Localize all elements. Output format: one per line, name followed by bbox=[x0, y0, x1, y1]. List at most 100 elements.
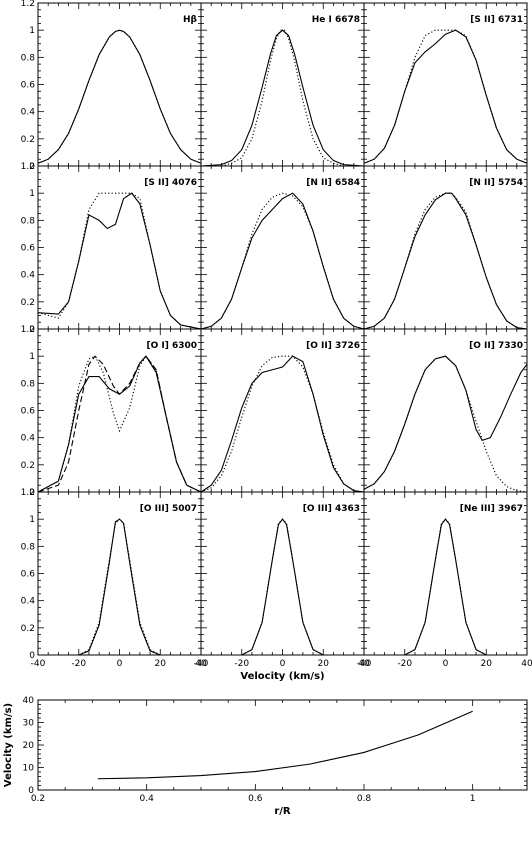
x-tick-label: 20 bbox=[318, 659, 330, 669]
panel-frame bbox=[37, 165, 202, 330]
profile-panel: [N II] 6584 bbox=[200, 165, 365, 330]
y-tick-label: 0.4 bbox=[21, 271, 36, 281]
panel-ticks bbox=[200, 165, 365, 330]
x-tick-label: 0 bbox=[443, 659, 449, 669]
x-axis-label: r/R bbox=[274, 806, 291, 817]
panel-frame bbox=[37, 2, 202, 167]
x-tick-label: -40 bbox=[357, 659, 372, 669]
y-tick-label: 0 bbox=[29, 325, 35, 335]
series-line-dotted bbox=[38, 518, 201, 656]
series-line-solid bbox=[364, 518, 527, 656]
panel-ticks bbox=[200, 328, 365, 493]
profile-panel: [O III] 4363 -40 -20 0 20 40 bbox=[194, 491, 370, 669]
y-tick-label: 0.2 bbox=[21, 135, 35, 145]
y-tick-label: 20 bbox=[23, 741, 35, 751]
x-tick-label: 20 bbox=[481, 659, 493, 669]
panel-ticks bbox=[37, 491, 202, 656]
series-line-solid bbox=[200, 192, 365, 330]
panel-title: [S II] 4076 bbox=[144, 178, 197, 188]
y-tick-label: 0 bbox=[29, 488, 35, 498]
plot-frame bbox=[37, 699, 528, 791]
panel-grid: Hβ 0 0.2 0.4 0.6 0.8 1 1.2 He I 6678 [S II] 6731 [… bbox=[21, 0, 532, 682]
series-line-dotted bbox=[363, 29, 528, 164]
panel-frame bbox=[37, 491, 202, 656]
panel-title: [O II] 7330 bbox=[469, 341, 523, 351]
profile-panel: [O III] 5007 0 0.2 0.4 0.6 0.8 1 1.2 -40 -20 0 20 40 bbox=[21, 488, 207, 669]
panel-title: [O II] 3726 bbox=[306, 341, 360, 351]
y-tick-label: 0.8 bbox=[21, 542, 36, 552]
y-tick-label: 10 bbox=[23, 764, 35, 774]
y-tick-label: 0.6 bbox=[21, 81, 36, 91]
y-tick-label: 0 bbox=[28, 786, 34, 796]
x-tick-label: 20 bbox=[155, 659, 167, 669]
y-tick-label: 0.2 bbox=[21, 298, 35, 308]
plot-ticks bbox=[37, 699, 528, 791]
panel-title: Hβ bbox=[183, 15, 198, 25]
x-tick-label: -20 bbox=[234, 659, 249, 669]
profile-panel: [O II] 3726 bbox=[200, 328, 365, 493]
x-tick-label: -40 bbox=[194, 659, 209, 669]
x-tick-label: 0.8 bbox=[357, 794, 372, 804]
panel-frame bbox=[363, 491, 528, 656]
profile-panel: Hβ 0 0.2 0.4 0.6 0.8 1 1.2 bbox=[21, 0, 202, 172]
y-tick-label: 0.8 bbox=[21, 379, 36, 389]
panel-title: He I 6678 bbox=[312, 15, 360, 25]
profile-panel: [S II] 6731 bbox=[363, 2, 528, 167]
profile-panel: He I 6678 bbox=[200, 2, 365, 167]
x-tick-label: 40 bbox=[358, 659, 370, 669]
y-tick-label: 1.2 bbox=[21, 488, 35, 498]
y-tick-label: 0.6 bbox=[21, 407, 36, 417]
x-tick-label: 0.4 bbox=[140, 794, 155, 804]
y-axis-label: Velocity (km/s) bbox=[3, 703, 14, 787]
panel-ticks bbox=[363, 2, 528, 167]
panel-title: [S II] 6731 bbox=[470, 15, 523, 25]
panel-frame bbox=[200, 491, 365, 656]
series-line-solid bbox=[200, 355, 365, 493]
y-tick-label: 0.6 bbox=[21, 244, 36, 254]
series-line-solid bbox=[200, 29, 365, 167]
series-line-solid bbox=[37, 29, 202, 164]
x-tick-label: -20 bbox=[397, 659, 412, 669]
y-tick-label: 0.6 bbox=[21, 570, 36, 580]
panel-frame bbox=[200, 165, 365, 330]
y-tick-label: 0.2 bbox=[21, 461, 35, 471]
y-tick-label: 0.4 bbox=[21, 597, 36, 607]
series-line-solid bbox=[38, 518, 201, 656]
series-line-dashed bbox=[37, 355, 202, 493]
series-line-solid bbox=[201, 518, 364, 656]
y-tick-label: 0.8 bbox=[21, 53, 36, 63]
x-tick-label: -40 bbox=[31, 659, 46, 669]
x-axis-label: Velocity (km/s) bbox=[240, 671, 324, 682]
series-line-solid bbox=[363, 29, 528, 164]
series-line-solid bbox=[37, 355, 202, 493]
profile-panel: [Ne III] 3967 -40 -20 0 20 40 bbox=[357, 491, 532, 669]
y-tick-label: 1 bbox=[29, 26, 35, 36]
y-tick-label: 40 bbox=[23, 696, 35, 706]
y-tick-label: 30 bbox=[23, 719, 35, 729]
panel-title: [O III] 4363 bbox=[303, 504, 360, 514]
series-line-dotted bbox=[364, 518, 527, 656]
series-line-dotted bbox=[37, 29, 202, 164]
x-tick-label: -20 bbox=[71, 659, 86, 669]
velocity-curve bbox=[97, 710, 473, 780]
x-tick-label: 1 bbox=[470, 794, 476, 804]
panel-title: [O I] 6300 bbox=[146, 341, 197, 351]
y-tick-label: 1.2 bbox=[21, 325, 35, 335]
y-tick-label: 0 bbox=[29, 162, 35, 172]
series-line-solid bbox=[363, 355, 528, 490]
panel-ticks bbox=[37, 2, 202, 167]
y-tick-label: 0.4 bbox=[21, 434, 36, 444]
profile-panel: [N II] 5754 bbox=[363, 165, 528, 330]
series-line-dotted bbox=[363, 192, 528, 330]
profile-panel: [O II] 7330 bbox=[363, 328, 528, 493]
series-line-dotted bbox=[200, 192, 365, 330]
series-line-solid bbox=[363, 192, 528, 330]
panel-ticks bbox=[200, 491, 365, 656]
y-tick-label: 1 bbox=[29, 189, 35, 199]
panel-ticks bbox=[363, 328, 528, 493]
y-tick-label: 0.4 bbox=[21, 108, 36, 118]
panel-title: [N II] 5754 bbox=[469, 178, 523, 188]
panel-title: [Ne III] 3967 bbox=[460, 504, 523, 514]
y-tick-label: 0.8 bbox=[21, 216, 36, 226]
